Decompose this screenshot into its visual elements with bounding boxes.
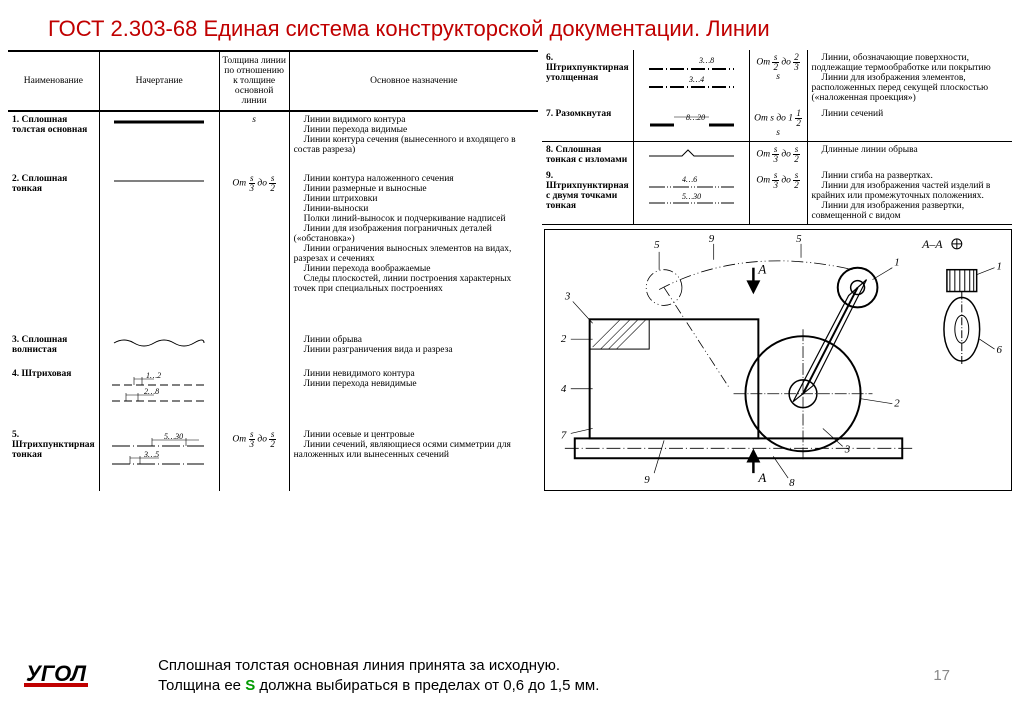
row-drawing (99, 171, 219, 332)
svg-text:1: 1 (997, 261, 1002, 273)
th-purpose: Основное назначение (289, 51, 538, 111)
svg-text:2: 2 (561, 333, 567, 345)
row-name: 5. Штрихпунктирная тонкая (8, 427, 99, 491)
svg-text:5…30: 5…30 (682, 192, 701, 201)
page-title: ГОСТ 2.303-68 Единая система конструктор… (0, 0, 1024, 50)
row-thickness (219, 366, 289, 427)
table-row: 9. Штрихпунктирная с двумя точками тонка… (542, 168, 1012, 225)
row-drawing: 1…2 2…8 (99, 366, 219, 427)
table-row: 1. Сплошная толстая основная s Линии вид… (8, 111, 538, 171)
svg-text:1…2: 1…2 (146, 371, 161, 380)
row-drawing: 3…8 3…4 (633, 50, 749, 106)
row-thickness: От s3 до s2 (219, 171, 289, 332)
table-row: 4. Штриховая 1…2 2…8 (8, 366, 538, 427)
svg-text:3…8: 3…8 (698, 56, 714, 65)
footer: УГОЛ Сплошная толстая основная линия при… (0, 656, 1024, 695)
row-purpose: Линии обрыва Линии разграничения вида и … (289, 332, 538, 365)
row-thickness: От s до 1 12 s (749, 106, 807, 142)
row-purpose: Линии контура наложенного сечения Линии … (289, 171, 538, 332)
row-drawing (99, 111, 219, 171)
row-thickness: От s2 до 23 s (749, 50, 807, 106)
footer-text: Сплошная толстая основная линия принята … (158, 656, 599, 695)
row-purpose: Линии видимого контура Линии перехода ви… (289, 111, 538, 171)
right-column: 6. Штрихпунктирная утолщенная 3…8 3…4 От… (542, 50, 1014, 491)
row-name: 2. Сплошная тонкая (8, 171, 99, 332)
th-drawing: Начертание (99, 51, 219, 111)
row-name: 8. Сплошная тонкая с изломами (542, 142, 633, 169)
svg-text:4…6: 4…6 (682, 175, 697, 184)
svg-text:8: 8 (789, 477, 795, 489)
svg-text:7: 7 (561, 429, 567, 441)
row-drawing (99, 332, 219, 365)
content-area: Наименование Начертание Толщина линии по… (0, 50, 1024, 491)
row-purpose: Линии сечений (807, 106, 1012, 142)
row-name: 6. Штрихпунктирная утолщенная (542, 50, 633, 106)
row-name: 1. Сплошная толстая основная (8, 111, 99, 171)
svg-text:2…8: 2…8 (144, 387, 159, 396)
svg-text:4: 4 (561, 383, 567, 395)
svg-text:5: 5 (796, 233, 802, 245)
table-row: 2. Сплошная тонкая От s3 до s2 Линии кон… (8, 171, 538, 332)
technical-diagram: A–A 1 6 (544, 229, 1012, 491)
row-thickness: От s3 до s2 (219, 427, 289, 491)
lines-table-right: 6. Штрихпунктирная утолщенная 3…8 3…4 От… (542, 50, 1012, 225)
table-row: 5. Штрихпунктирная тонкая 5…30 3…5 (8, 427, 538, 491)
row-thickness (219, 332, 289, 365)
row-name: 3. Сплошная волнистая (8, 332, 99, 365)
logo: УГОЛ (24, 664, 88, 688)
svg-text:A–A: A–A (921, 237, 943, 251)
row-drawing: 8…20 (633, 106, 749, 142)
row-name: 9. Штрихпунктирная с двумя точками тонка… (542, 168, 633, 225)
th-thickness: Толщина линии по отношению к толщине осн… (219, 51, 289, 111)
svg-text:A: A (757, 263, 766, 277)
row-thickness: s (219, 111, 289, 171)
svg-text:9: 9 (709, 233, 715, 245)
svg-text:2: 2 (894, 398, 900, 410)
svg-text:3…5: 3…5 (143, 450, 159, 459)
row-purpose: Длинные линии обрыва (807, 142, 1012, 169)
th-name: Наименование (8, 51, 99, 111)
svg-text:3: 3 (844, 443, 851, 455)
row-thickness: От s3 до s2 (749, 142, 807, 169)
table-row: 7. Разомкнутая 8…20 От s до 1 12 s Линии… (542, 106, 1012, 142)
row-drawing: 5…30 3…5 (99, 427, 219, 491)
svg-text:3: 3 (564, 290, 571, 302)
svg-text:3…4: 3…4 (688, 75, 704, 84)
svg-text:5: 5 (654, 239, 660, 251)
row-purpose: Линии, обозначающие поверхности, подлежа… (807, 50, 1012, 106)
row-name: 4. Штриховая (8, 366, 99, 427)
table-row: 8. Сплошная тонкая с изломами От s3 до s… (542, 142, 1012, 169)
svg-text:1: 1 (894, 257, 899, 269)
row-thickness: От s3 до s2 (749, 168, 807, 225)
lines-table-left: Наименование Начертание Толщина линии по… (8, 50, 538, 491)
page-number: 17 (933, 667, 950, 684)
row-purpose: Линии сгиба на развертках. Линии для изо… (807, 168, 1012, 225)
row-drawing: 4…6 5…30 (633, 168, 749, 225)
table-row: 3. Сплошная волнистая Линии обрыва Линии… (8, 332, 538, 365)
svg-text:A: A (757, 471, 766, 485)
table-row: 6. Штрихпунктирная утолщенная 3…8 3…4 От… (542, 50, 1012, 106)
row-drawing (633, 142, 749, 169)
row-purpose: Линии невидимого контура Линии перехода … (289, 366, 538, 427)
diagram-svg: A–A 1 6 (545, 230, 1011, 490)
svg-text:6: 6 (997, 344, 1003, 356)
svg-text:8…20: 8…20 (686, 113, 705, 122)
svg-text:9: 9 (644, 474, 650, 486)
row-name: 7. Разомкнутая (542, 106, 633, 142)
row-purpose: Линии осевые и центровые Линии сечений, … (289, 427, 538, 491)
svg-text:5…30: 5…30 (164, 432, 183, 441)
